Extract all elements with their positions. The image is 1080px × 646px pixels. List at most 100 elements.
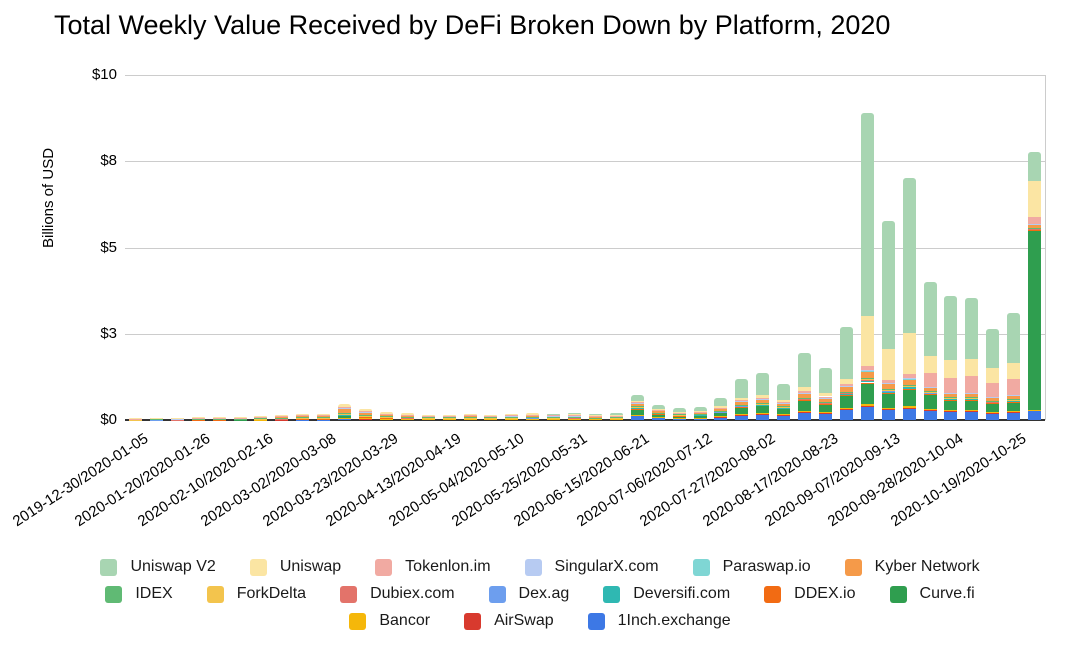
bar-segment [672, 417, 686, 419]
bar-segment [839, 392, 853, 393]
bar-segment [630, 409, 644, 415]
bar-segment [568, 417, 581, 419]
bar-segment [839, 391, 853, 393]
bar-segment [630, 415, 644, 420]
legend-label: IDEX [135, 585, 173, 602]
bar-segment [986, 328, 1000, 369]
bar-segment [902, 386, 916, 387]
legend-item: IDEX [105, 585, 173, 603]
legend-swatch-icon [206, 585, 224, 603]
bar-segment [735, 414, 749, 416]
bar-segment [881, 408, 895, 420]
bar-segment [986, 412, 1000, 414]
bar-segment [756, 403, 770, 405]
bar-segment [212, 417, 226, 419]
bar-segment [526, 414, 540, 416]
bar-segment [505, 415, 519, 416]
bar-segment [526, 418, 540, 420]
bar-segment [170, 419, 184, 420]
bar-segment [1028, 228, 1041, 229]
bar-segment [421, 417, 435, 419]
gridline [125, 75, 1045, 76]
legend-item: Curve.fi [889, 585, 975, 603]
gridline [125, 161, 1045, 163]
bar-segment [651, 412, 665, 414]
bar-segment [839, 409, 853, 410]
bar-segment [1007, 400, 1021, 402]
bar-segment [756, 405, 770, 414]
bar-segment [149, 419, 163, 420]
bar-segment [777, 408, 791, 415]
bar-segment [672, 415, 686, 417]
bar-segment [651, 417, 665, 418]
bar-segment [1007, 411, 1021, 413]
bar-segment [1028, 410, 1041, 411]
bar-segment [902, 388, 916, 390]
bar-segment [275, 414, 289, 416]
bar-segment [986, 402, 1000, 403]
bar-segment [651, 417, 665, 420]
legend-item: Dubiex.com [340, 585, 455, 603]
bar-segment [986, 400, 1000, 402]
bar-segment [338, 407, 351, 408]
bar-segment [965, 397, 979, 399]
gridline [125, 333, 1045, 335]
bar-segment [756, 399, 770, 400]
bar-segment [902, 386, 916, 388]
legend-label: Bancor [379, 612, 431, 629]
bar-segment [484, 414, 498, 416]
bar-segment [275, 419, 289, 420]
bar-segment [1028, 151, 1041, 182]
bar-segment [609, 418, 623, 420]
bar-segment [860, 406, 874, 420]
bar-segment [609, 412, 623, 415]
bar-segment [965, 297, 979, 359]
bar-segment [798, 400, 811, 401]
bar-segment [338, 415, 351, 416]
bar-segment [819, 404, 832, 413]
bar-segment [944, 399, 958, 401]
bar-segment [400, 413, 414, 415]
bar-segment [359, 409, 372, 412]
bar-segment [672, 418, 686, 420]
bar-segment [756, 402, 770, 404]
bar-segment [630, 406, 644, 407]
bar-segment [839, 408, 853, 410]
legend-label: Kyber Network [874, 558, 980, 575]
bar-segment [860, 383, 874, 405]
bar-segment [714, 408, 728, 411]
bar-segment [756, 413, 770, 414]
legend-label: Uniswap [279, 558, 342, 575]
bar-segment [421, 415, 435, 417]
bar-segment [463, 415, 477, 418]
bar-segment [902, 377, 916, 379]
bar-segment [923, 386, 937, 388]
bar-segment [526, 413, 540, 415]
bar-segment [714, 411, 728, 413]
bar-segment [839, 395, 853, 409]
bar-segment [819, 401, 832, 403]
legend-item: Uniswap [249, 558, 342, 576]
bar-segment [693, 410, 707, 412]
bar-segment [547, 417, 561, 419]
bar-segment [860, 369, 874, 373]
bar-segment [777, 414, 791, 416]
bar-segment [693, 413, 707, 415]
bar-segment [1028, 217, 1041, 225]
bar-segment [1007, 400, 1021, 401]
legend-label: ForkDelta [236, 585, 307, 602]
bar-segment [923, 356, 937, 374]
bar-segment [860, 378, 874, 380]
bar-segment [965, 376, 979, 393]
bar-segment [505, 419, 519, 420]
bar-segment [400, 415, 414, 417]
bar-segment [798, 399, 811, 401]
legend-row: IDEX ForkDelta Dubiex.com Dex.ag Deversifi.c… [105, 585, 975, 603]
bar-segment [672, 414, 686, 416]
bar-segment [296, 415, 310, 418]
bar-segment [672, 408, 686, 412]
bar-segment [1028, 229, 1041, 231]
bar-segment [589, 419, 602, 420]
bar-segment [777, 402, 791, 404]
bar-segment [923, 282, 937, 357]
